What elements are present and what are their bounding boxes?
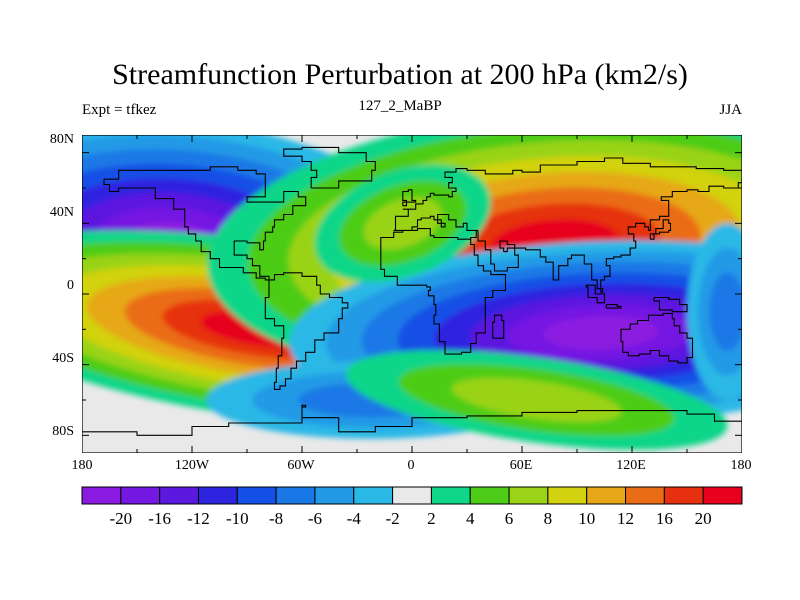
colorbar-label: 8 xyxy=(543,509,553,528)
colorbar-label: -20 xyxy=(109,509,133,528)
coastline xyxy=(264,272,349,390)
colorbar-label: 16 xyxy=(655,509,673,528)
x-tick-label: 180 xyxy=(71,458,93,473)
contour-map xyxy=(82,135,742,453)
colorbar-swatch xyxy=(275,486,316,505)
low-anomaly-dateline xyxy=(709,272,742,351)
x-tick-label: 180 xyxy=(730,458,752,473)
colorbar-label: -10 xyxy=(225,509,249,528)
colorbar-label: 20 xyxy=(694,509,712,528)
coastline xyxy=(620,312,694,364)
colorbar-swatch xyxy=(159,486,199,505)
colorbar xyxy=(81,486,743,505)
colorbar-swatch xyxy=(663,486,704,505)
colorbar-swatch xyxy=(197,486,238,505)
colorbar-label: -2 xyxy=(385,509,400,528)
colorbar-swatch xyxy=(236,486,277,505)
coastline xyxy=(492,314,505,339)
colorbar-swatch xyxy=(547,486,588,505)
colorbar-swatch xyxy=(469,486,510,505)
colorbar-swatch xyxy=(625,486,665,505)
coastline xyxy=(585,284,606,304)
colorbar-label: 4 xyxy=(465,509,475,528)
coastline xyxy=(402,189,417,207)
high-anomaly-atlantic xyxy=(363,197,442,250)
coastline xyxy=(380,213,507,355)
colorbar-label: -12 xyxy=(187,509,210,528)
colorbar-swatch xyxy=(702,486,743,505)
coastline xyxy=(477,179,742,293)
y-tick-label: 80S xyxy=(52,424,74,439)
colorbar-label: -4 xyxy=(346,509,361,528)
y-tick-label: 40N xyxy=(49,205,74,220)
case-label: 127_2_MaBP xyxy=(358,98,442,114)
coastline xyxy=(653,296,688,313)
colorbar-label: 2 xyxy=(427,509,436,528)
colorbar-swatch xyxy=(314,486,355,505)
x-tick-label: 120W xyxy=(174,458,210,473)
colorbar-label: -6 xyxy=(307,509,323,528)
coastline xyxy=(103,166,307,281)
colorbar-label: 6 xyxy=(504,509,514,528)
colorbar-swatch xyxy=(586,486,627,505)
chart-title: Streamfunction Perturbation at 200 hPa (… xyxy=(112,58,688,91)
coastline xyxy=(649,219,672,240)
season-label: JJA xyxy=(719,102,742,118)
colorbar-label: 12 xyxy=(617,509,635,528)
colorbar-swatch xyxy=(353,486,394,505)
coastline xyxy=(393,157,742,231)
experiment-label: Expt = tfkez xyxy=(82,102,157,118)
y-tick-label: 80N xyxy=(49,132,74,147)
coastline xyxy=(605,304,622,309)
x-tick-label: 60E xyxy=(509,458,533,473)
x-tick-label: 120E xyxy=(616,458,646,473)
colorbar-swatch xyxy=(508,486,549,505)
colorbar-swatch xyxy=(120,486,161,505)
colorbar-swatch xyxy=(430,486,471,505)
coastline xyxy=(283,146,376,189)
y-tick-label: 0 xyxy=(67,278,74,293)
x-tick-label: 0 xyxy=(407,458,415,473)
y-tick-label: 40S xyxy=(52,351,74,366)
colorbar-swatch xyxy=(81,486,122,505)
colorbar-label: -16 xyxy=(148,509,171,528)
colorbar-label: -8 xyxy=(269,509,284,528)
colorbar-label: 10 xyxy=(578,509,596,528)
coastline xyxy=(82,404,742,436)
colorbar-swatch xyxy=(392,486,432,505)
x-tick-label: 60W xyxy=(287,458,315,473)
